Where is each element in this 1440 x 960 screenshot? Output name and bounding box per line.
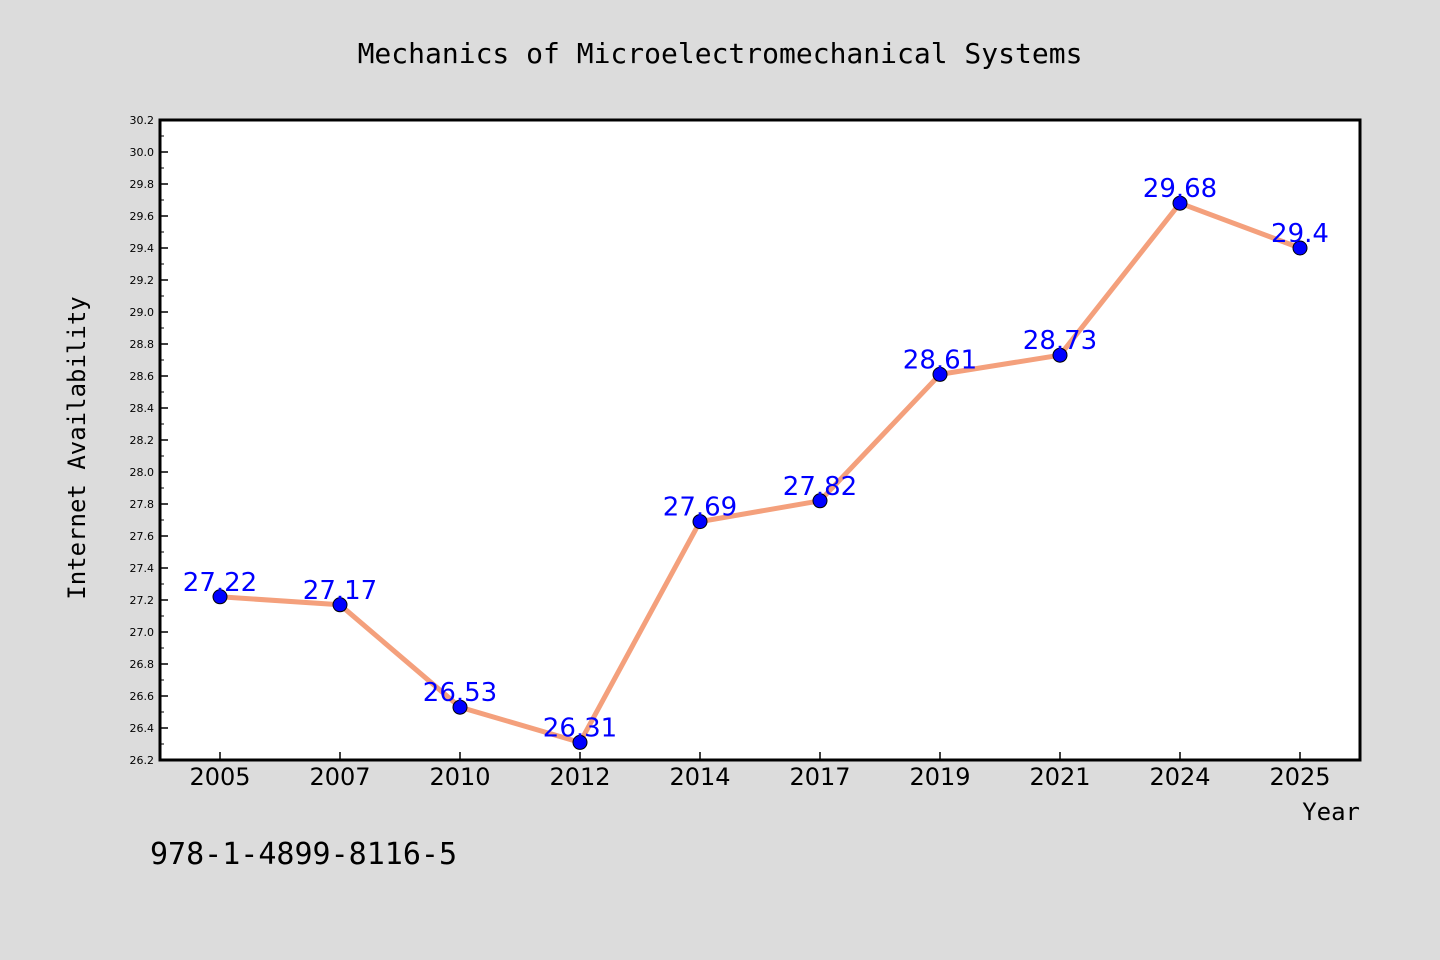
y-tick-label: 26.6 bbox=[130, 690, 155, 703]
y-tick-label: 27.2 bbox=[130, 594, 155, 607]
y-tick-label: 30.2 bbox=[130, 114, 155, 127]
data-label: 27.82 bbox=[783, 472, 857, 502]
data-label: 27.69 bbox=[663, 493, 737, 523]
y-tick-label: 29.8 bbox=[130, 178, 155, 191]
data-label: 26.53 bbox=[423, 678, 497, 708]
y-tick-label: 28.8 bbox=[130, 338, 155, 351]
x-tick-label: 2025 bbox=[1269, 763, 1330, 791]
y-tick-label: 26.4 bbox=[130, 722, 155, 735]
y-tick-label: 27.8 bbox=[130, 498, 155, 511]
y-tick-label: 26.2 bbox=[130, 754, 155, 767]
x-tick-label: 2024 bbox=[1149, 763, 1210, 791]
data-label: 26.31 bbox=[543, 713, 617, 743]
series-line bbox=[219, 200, 1301, 745]
y-tick-label: 28.2 bbox=[130, 434, 155, 447]
y-tick-label: 30.0 bbox=[130, 146, 155, 159]
x-tick-label: 2010 bbox=[429, 763, 490, 791]
data-point bbox=[932, 366, 948, 382]
y-tick-label: 28.4 bbox=[130, 402, 155, 415]
x-tick-label: 2012 bbox=[549, 763, 610, 791]
data-point bbox=[1292, 240, 1308, 256]
data-point bbox=[332, 597, 348, 613]
y-tick-label: 28.6 bbox=[130, 370, 155, 383]
data-label: 28.61 bbox=[903, 345, 977, 375]
data-labels: 27.22 27.17 26.53 26.31 27.69 27.82 28.61 28.73… bbox=[183, 174, 1329, 743]
y-tick-label: 29.2 bbox=[130, 274, 155, 287]
y-tick-label: 29.4 bbox=[130, 242, 155, 255]
x-tick-label: 2017 bbox=[789, 763, 850, 791]
data-point bbox=[572, 734, 588, 750]
y-tick-label: 27.0 bbox=[130, 626, 155, 639]
data-label: 29.68 bbox=[1143, 174, 1217, 204]
x-tick-label: 2019 bbox=[909, 763, 970, 791]
data-point bbox=[1052, 347, 1068, 363]
y-tick-label: 26.8 bbox=[130, 658, 155, 671]
data-point bbox=[1172, 195, 1188, 211]
data-point bbox=[212, 589, 228, 605]
y-tick-label: 27.6 bbox=[130, 530, 155, 543]
data-label: 27.17 bbox=[303, 576, 377, 606]
data-label: 28.73 bbox=[1023, 326, 1097, 356]
x-tick-label: 2021 bbox=[1029, 763, 1090, 791]
data-label: 27.22 bbox=[183, 568, 257, 598]
data-point bbox=[812, 493, 828, 509]
data-point bbox=[452, 699, 468, 715]
y-axis-ticks: 26.2 26.4 26.6 26.8 27.0 27.2 27.4 27.6 27.8 28.0… bbox=[130, 114, 168, 767]
x-axis-ticks: 2005 2007 2010 2012 2014 2017 2019 2021 2024 2025 bbox=[189, 752, 1331, 791]
x-tick-label: 2014 bbox=[669, 763, 730, 791]
x-axis-label: Year bbox=[1302, 798, 1360, 826]
y-tick-label: 29.0 bbox=[130, 306, 155, 319]
x-tick-label: 2005 bbox=[189, 763, 250, 791]
chart-title: Mechanics of Microelectromechanical Syst… bbox=[358, 37, 1083, 70]
y-tick-label: 28.0 bbox=[130, 466, 155, 479]
y-tick-label: 29.6 bbox=[130, 210, 155, 223]
plot-area bbox=[158, 118, 1362, 762]
y-axis-label: Internet Availability bbox=[63, 296, 91, 599]
data-label: 29.4 bbox=[1271, 219, 1329, 249]
isbn-text: 978-1-4899-8116-5 bbox=[150, 837, 457, 872]
data-point bbox=[692, 514, 708, 530]
x-tick-label: 2007 bbox=[309, 763, 370, 791]
data-markers bbox=[212, 195, 1308, 750]
y-tick-label: 27.4 bbox=[130, 562, 155, 575]
